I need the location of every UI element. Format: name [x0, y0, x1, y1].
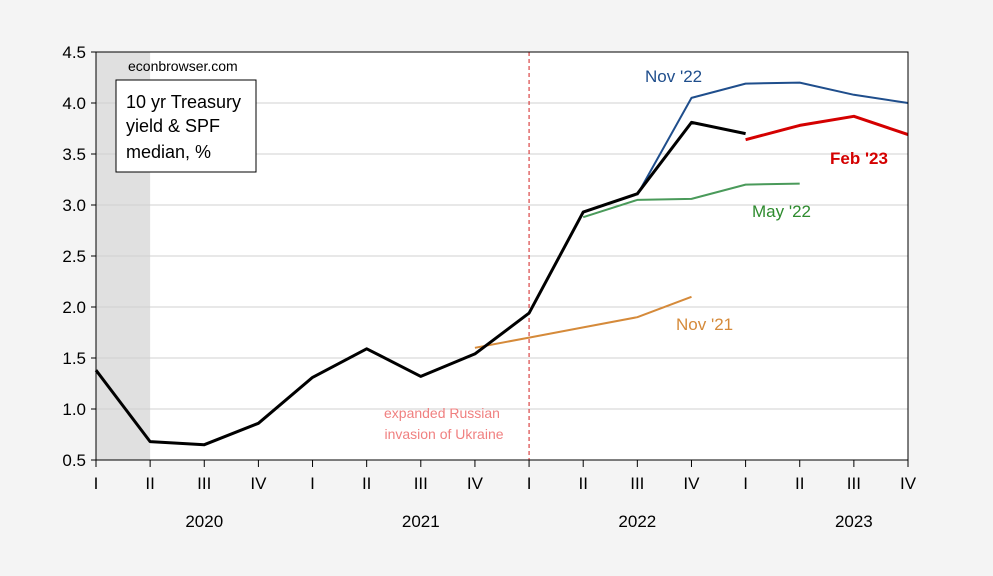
y-axis: 0.5 1.0 1.5 2.0 2.5 3.0 3.5 4.0 4.5 — [62, 43, 96, 470]
y-tick-label: 3.5 — [62, 145, 86, 164]
x-tick-label: III — [414, 474, 428, 493]
x-tick-label: III — [847, 474, 861, 493]
x-tick-label: I — [310, 474, 315, 493]
x-year-label: 2020 — [185, 512, 223, 531]
series-label-nov-22: Nov '22 — [645, 67, 702, 86]
y-tick-label: 2.5 — [62, 247, 86, 266]
x-tick-label: IV — [900, 474, 917, 493]
annotation-line-2: invasion of Ukraine — [384, 426, 503, 442]
y-tick-label: 4.0 — [62, 94, 86, 113]
series-line-may-22 — [582, 182, 800, 219]
x-tick-label: I — [743, 474, 748, 493]
y-tick-label: 2.0 — [62, 298, 86, 317]
y-tick-label: 1.0 — [62, 400, 86, 419]
x-tick-label: IV — [250, 474, 267, 493]
legend-box — [115, 79, 257, 173]
x-year-label: 2023 — [835, 512, 873, 531]
y-tick-label: 4.5 — [62, 43, 86, 62]
x-tick-label: IV — [467, 474, 484, 493]
x-tick-label: I — [527, 474, 532, 493]
x-tick-label: II — [145, 474, 154, 493]
x-tick-label: IV — [683, 474, 700, 493]
x-tick-label: II — [362, 474, 371, 493]
series-line-feb-23 — [745, 114, 909, 142]
x-tick-label: III — [630, 474, 644, 493]
series-label-feb-23: Feb '23 — [830, 149, 888, 168]
series-group — [94, 81, 909, 447]
y-tick-label: 1.5 — [62, 349, 86, 368]
legend-box-line-1: 10 yr Treasury — [126, 92, 241, 112]
x-tick-label: III — [197, 474, 211, 493]
x-tick-label: I — [94, 474, 99, 493]
x-tick-label: II — [795, 474, 804, 493]
annotation-line-1: expanded Russian — [384, 405, 500, 421]
x-tick-label: II — [578, 474, 587, 493]
series-line-nov-22 — [636, 81, 909, 196]
series-label-nov-21: Nov '21 — [676, 315, 733, 334]
x-year-label: 2022 — [618, 512, 656, 531]
x-year-label: 2021 — [402, 512, 440, 531]
y-tick-label: 3.0 — [62, 196, 86, 215]
legend-box-line-2: yield & SPF — [126, 116, 220, 136]
y-tick-label: 0.5 — [62, 451, 86, 470]
series-line-nov-21 — [474, 295, 692, 349]
legend-box-line-3: median, % — [126, 142, 211, 162]
series-line-treasury-yield — [94, 120, 746, 447]
series-label-may-22: May '22 — [752, 202, 811, 221]
source-label: econbrowser.com — [128, 58, 238, 74]
